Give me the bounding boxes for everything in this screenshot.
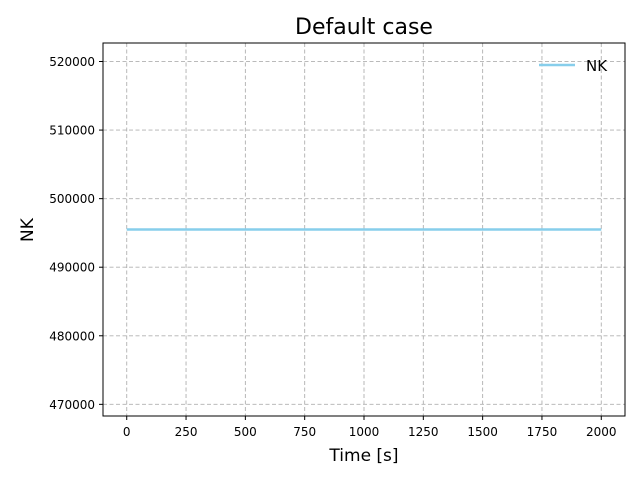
x-tick-label: 1000 — [349, 425, 380, 439]
y-tick-label: 510000 — [49, 124, 95, 138]
x-axis-label: Time [s] — [328, 446, 398, 466]
legend: NK — [539, 57, 608, 75]
x-tick-label: 750 — [293, 425, 316, 439]
y-tick-label: 500000 — [49, 192, 95, 206]
x-tick-label: 250 — [175, 425, 198, 439]
legend-label: NK — [586, 57, 608, 75]
x-tick-label: 0 — [123, 425, 131, 439]
y-tick-label: 520000 — [49, 55, 95, 69]
x-tick-label: 1750 — [527, 425, 558, 439]
y-tick-label: 490000 — [49, 261, 95, 275]
y-tick-label: 470000 — [49, 398, 95, 412]
y-tick-label: 480000 — [49, 329, 95, 343]
y-axis: 470000 480000 490000 500000 510000 520000 — [49, 55, 103, 412]
x-tick-label: 1250 — [408, 425, 439, 439]
x-tick-label: 500 — [234, 425, 257, 439]
x-tick-label: 2000 — [586, 425, 617, 439]
x-axis: 0 250 500 750 1000 1250 1500 1750 2000 — [123, 416, 617, 439]
y-axis-label: NK — [18, 217, 38, 242]
chart-title: Default case — [295, 15, 433, 40]
grid — [103, 43, 625, 416]
x-tick-label: 1500 — [467, 425, 498, 439]
